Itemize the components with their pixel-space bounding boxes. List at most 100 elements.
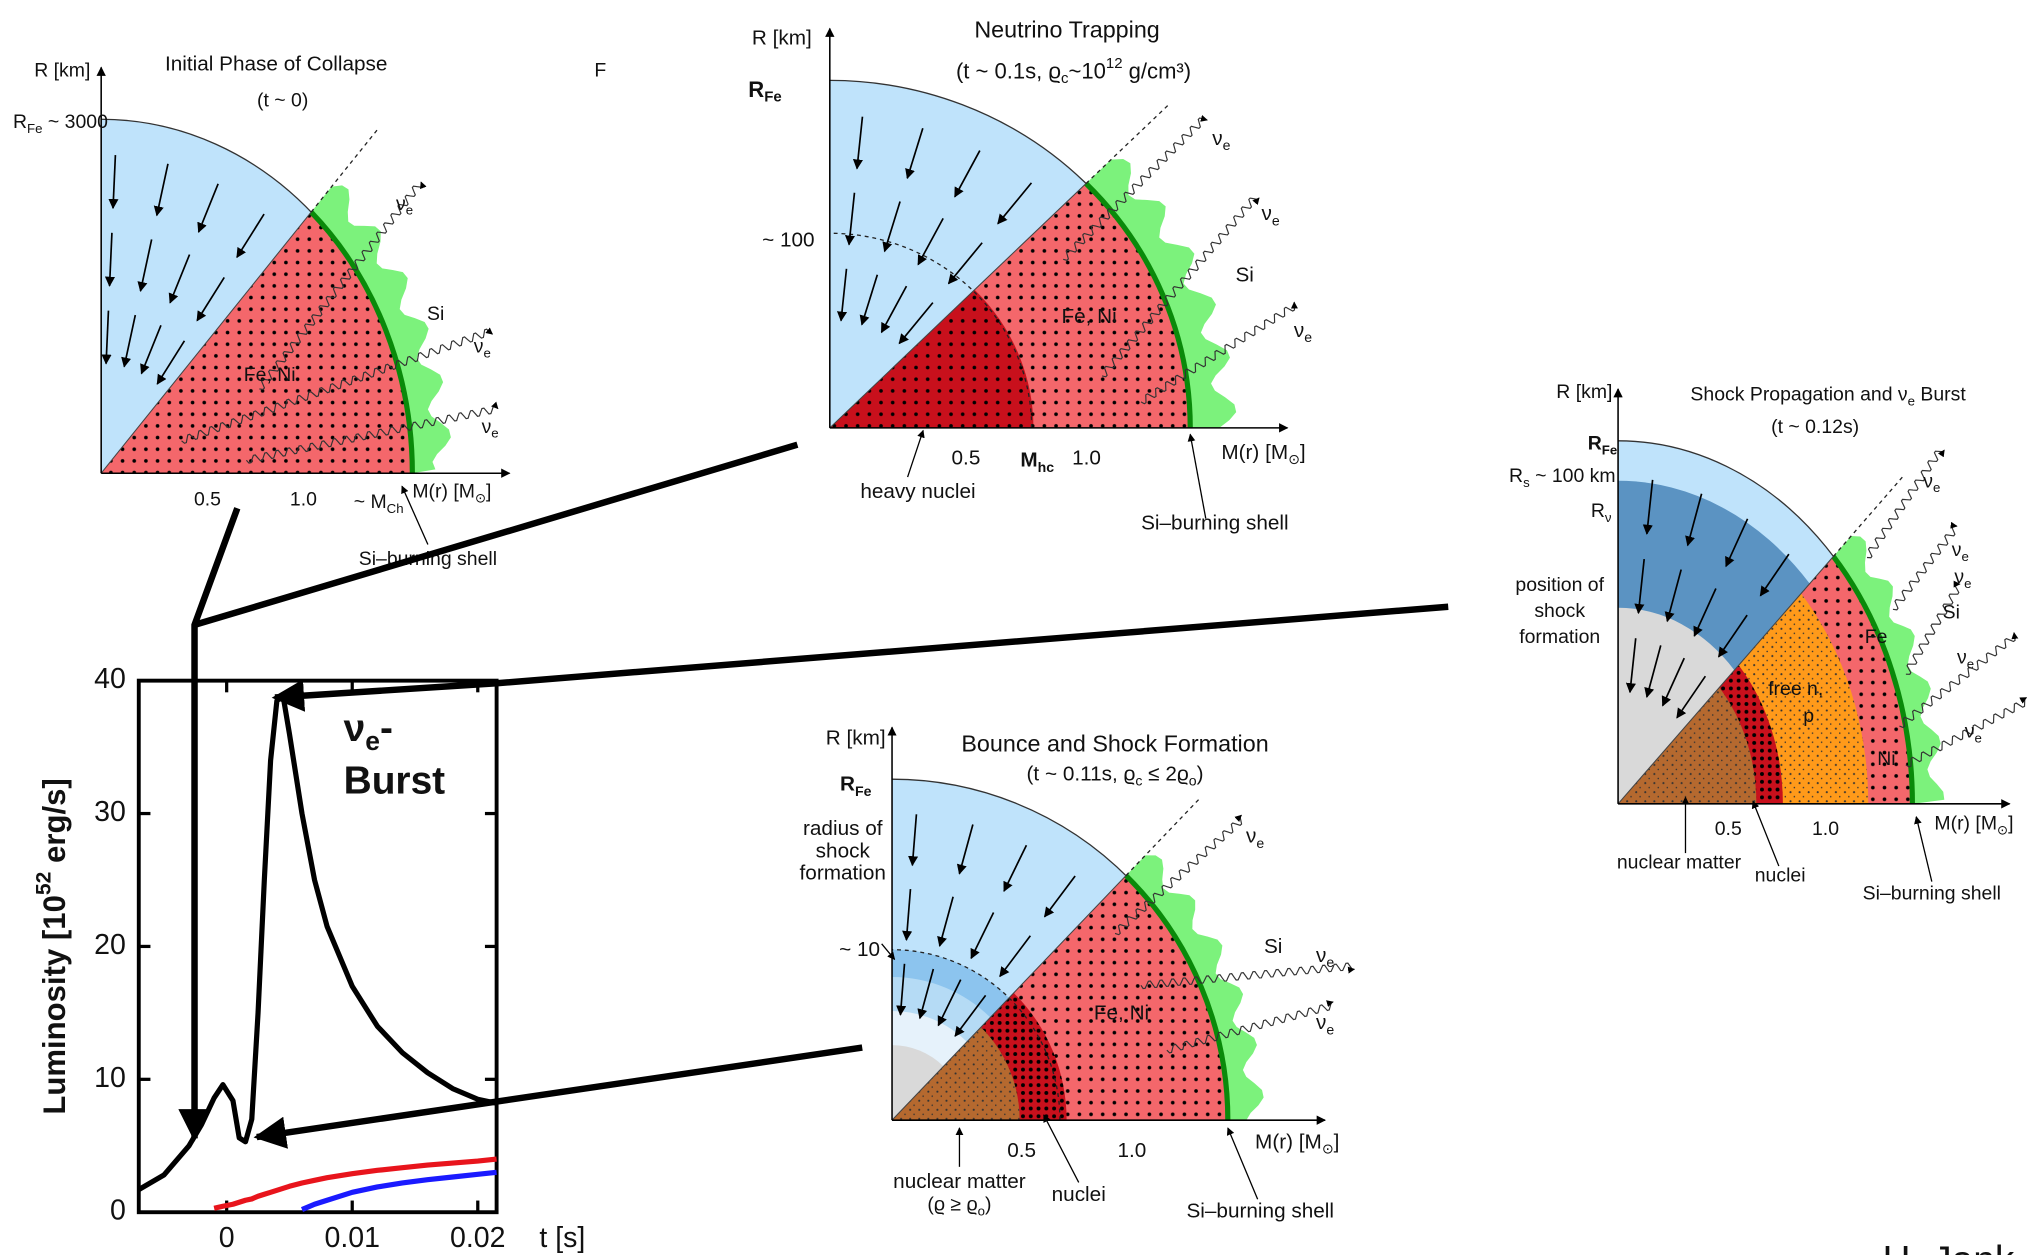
label-part: ν <box>1605 509 1612 524</box>
label-part: R <box>1591 500 1605 522</box>
label-part: 52 <box>32 872 55 896</box>
diagram-label: R [km] <box>826 726 886 749</box>
label-part: Ch <box>387 500 404 515</box>
diagram-label: ~ MCh <box>354 491 404 515</box>
label-part: Shock Propagation and ν <box>1690 384 1907 406</box>
diagram-label: (t ~ 0.11s, ϱc ≤ 2ϱo) <box>1027 763 1204 788</box>
diagram-label: νe <box>1957 647 1974 671</box>
label-part: ν <box>1923 470 1933 492</box>
x-tick-label: 0.02 <box>450 1222 506 1254</box>
label-part: M(r) [M <box>1255 1131 1322 1154</box>
diagram-label: RFe <box>840 773 872 798</box>
label-part: ν <box>1965 721 1975 743</box>
diagram-label: Si–burning shell <box>1186 1200 1334 1223</box>
label-part: M(r) [M <box>412 481 475 503</box>
diagram-label: (t ~ 0.1s, ϱc~1012 g/cm³) <box>956 55 1191 87</box>
label-part: ν <box>1316 1012 1326 1035</box>
label-part: ν <box>1952 539 1962 561</box>
diagram-label: 1.0 <box>1812 818 1839 840</box>
pointer <box>908 430 924 477</box>
label-part: Fe <box>855 783 872 799</box>
label-part: ν <box>482 416 492 438</box>
label-part: e <box>1967 656 1974 671</box>
diagram-label: shock <box>816 839 871 862</box>
diagram-label: 0.5 <box>1715 818 1742 840</box>
label-part: Fe <box>764 88 781 105</box>
label-part: e <box>484 345 491 360</box>
diagram-label: Si <box>1235 264 1253 287</box>
diagram-label: Si–burning shell <box>1863 883 2001 905</box>
label-part: ν <box>474 336 484 358</box>
diagram-label: Si <box>427 303 444 325</box>
label-part: ] <box>1300 441 1306 464</box>
pointer <box>1753 801 1779 866</box>
figure: H. Jank Initial Phase of Collapse(t ~ 0)… <box>0 0 2033 1255</box>
label-part: c <box>1135 772 1142 788</box>
diagram-label: 1.0 <box>290 489 317 511</box>
connector <box>275 607 1448 698</box>
x-tick-label: 0 <box>219 1222 235 1254</box>
diagram-label: shock <box>1534 600 1585 622</box>
page: {"chart_data": {"type": "line", "y_label… <box>0 0 2033 1255</box>
connector <box>257 1048 862 1137</box>
label-part: ~ 3000 <box>43 111 109 133</box>
label-part: ν <box>344 707 366 750</box>
label-part: ⊙ <box>1997 822 2008 837</box>
diagonal-ext <box>1833 477 1902 556</box>
label-part: Burst <box>1915 384 1966 406</box>
label-part: ν <box>1316 944 1326 967</box>
label-part: ) <box>1197 763 1204 786</box>
y-tick-label: 40 <box>94 663 126 695</box>
diagram-label: R [km] <box>1556 381 1612 403</box>
diagram-label: Shock Propagation and νe Burst <box>1690 384 1966 408</box>
diagram-label: νe <box>482 416 499 440</box>
diagram-label: Initial Phase of Collapse <box>165 52 387 75</box>
label-part: e <box>1304 329 1312 345</box>
annotation: Burst <box>344 759 446 802</box>
label-part: R <box>840 773 855 796</box>
diagram-label: νe <box>1294 319 1312 344</box>
label-part: e <box>1933 480 1940 495</box>
label-part: o <box>1189 772 1197 788</box>
label-part: - <box>380 707 393 750</box>
label-part: e <box>1974 730 1981 745</box>
diagram-label: 1.0 <box>1117 1139 1146 1162</box>
label-part: M(r) [M <box>1934 813 1997 835</box>
label-part: R <box>1509 465 1523 487</box>
diagram-label: Rν <box>1591 500 1612 524</box>
diagram-label: Si <box>1943 601 1960 623</box>
label-part: R <box>748 77 764 102</box>
diagram-label: R [km] <box>34 59 90 81</box>
pointer <box>1916 817 1932 882</box>
label-part: o <box>978 1203 985 1218</box>
diagram-label: Si–burning shell <box>1141 511 1289 534</box>
diagram-label: νe <box>1952 539 1969 563</box>
diagram <box>101 67 509 544</box>
diagram <box>1618 389 2026 882</box>
label-part: ) <box>985 1194 991 1216</box>
label-part: ν <box>1294 319 1304 342</box>
label-part: ≤ 2ϱ <box>1142 763 1188 786</box>
diagram-label: M(r) [M⊙] <box>1934 813 2013 837</box>
diagram-label: RFe <box>1588 433 1617 457</box>
diagram-label: heavy nuclei <box>860 480 975 503</box>
diagram-label: ~ 10 <box>839 938 880 961</box>
label-part: hc <box>1038 458 1055 474</box>
diagram-label: Fe <box>1865 626 1888 648</box>
label-part: ~10 <box>1069 58 1106 83</box>
label-part: ν <box>396 193 406 215</box>
label-part: ν <box>1262 203 1272 226</box>
label-part: e <box>365 726 380 756</box>
label-part: ⊙ <box>1288 451 1300 467</box>
annotation: νe- <box>344 707 393 755</box>
diagram-label: nuclei <box>1755 865 1806 887</box>
diagram-label: Si <box>1264 935 1282 958</box>
label-part: Luminosity [10 <box>37 895 72 1115</box>
diagram-label: position of <box>1515 574 1604 596</box>
y-tick-label: 10 <box>94 1062 126 1094</box>
diagram-label: Bounce and Shock Formation <box>961 731 1268 757</box>
diagram-label: free n, <box>1768 678 1823 700</box>
label-part: e <box>491 425 498 440</box>
diagram-label: νe <box>1316 1012 1334 1037</box>
label-part: e <box>1326 954 1334 970</box>
